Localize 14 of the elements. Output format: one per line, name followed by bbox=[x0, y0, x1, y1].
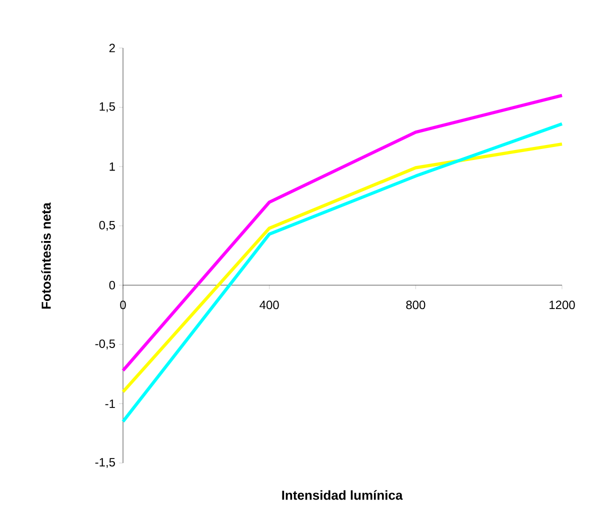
x-tick-label: 400 bbox=[260, 300, 279, 310]
x-axis-title: Intensidad lumínica bbox=[282, 490, 403, 500]
y-tick-label: 0,5 bbox=[99, 220, 115, 231]
y-axis-title: Fotosíntesis neta bbox=[41, 202, 51, 309]
y-tick-label: -0,5 bbox=[95, 339, 115, 350]
y-tick-label: -1,5 bbox=[95, 458, 115, 468]
y-tick-label: 1,5 bbox=[100, 102, 115, 112]
x-tick-label: 800 bbox=[406, 300, 426, 310]
x-tick-label: 1200 bbox=[550, 300, 575, 310]
y-tick-label: 1 bbox=[110, 162, 115, 171]
x-tick-label: 0 bbox=[120, 300, 126, 310]
y-tick-label: 0 bbox=[109, 280, 116, 290]
y-tick-label: -1 bbox=[105, 400, 115, 408]
y-tick-label: 2 bbox=[109, 44, 115, 52]
